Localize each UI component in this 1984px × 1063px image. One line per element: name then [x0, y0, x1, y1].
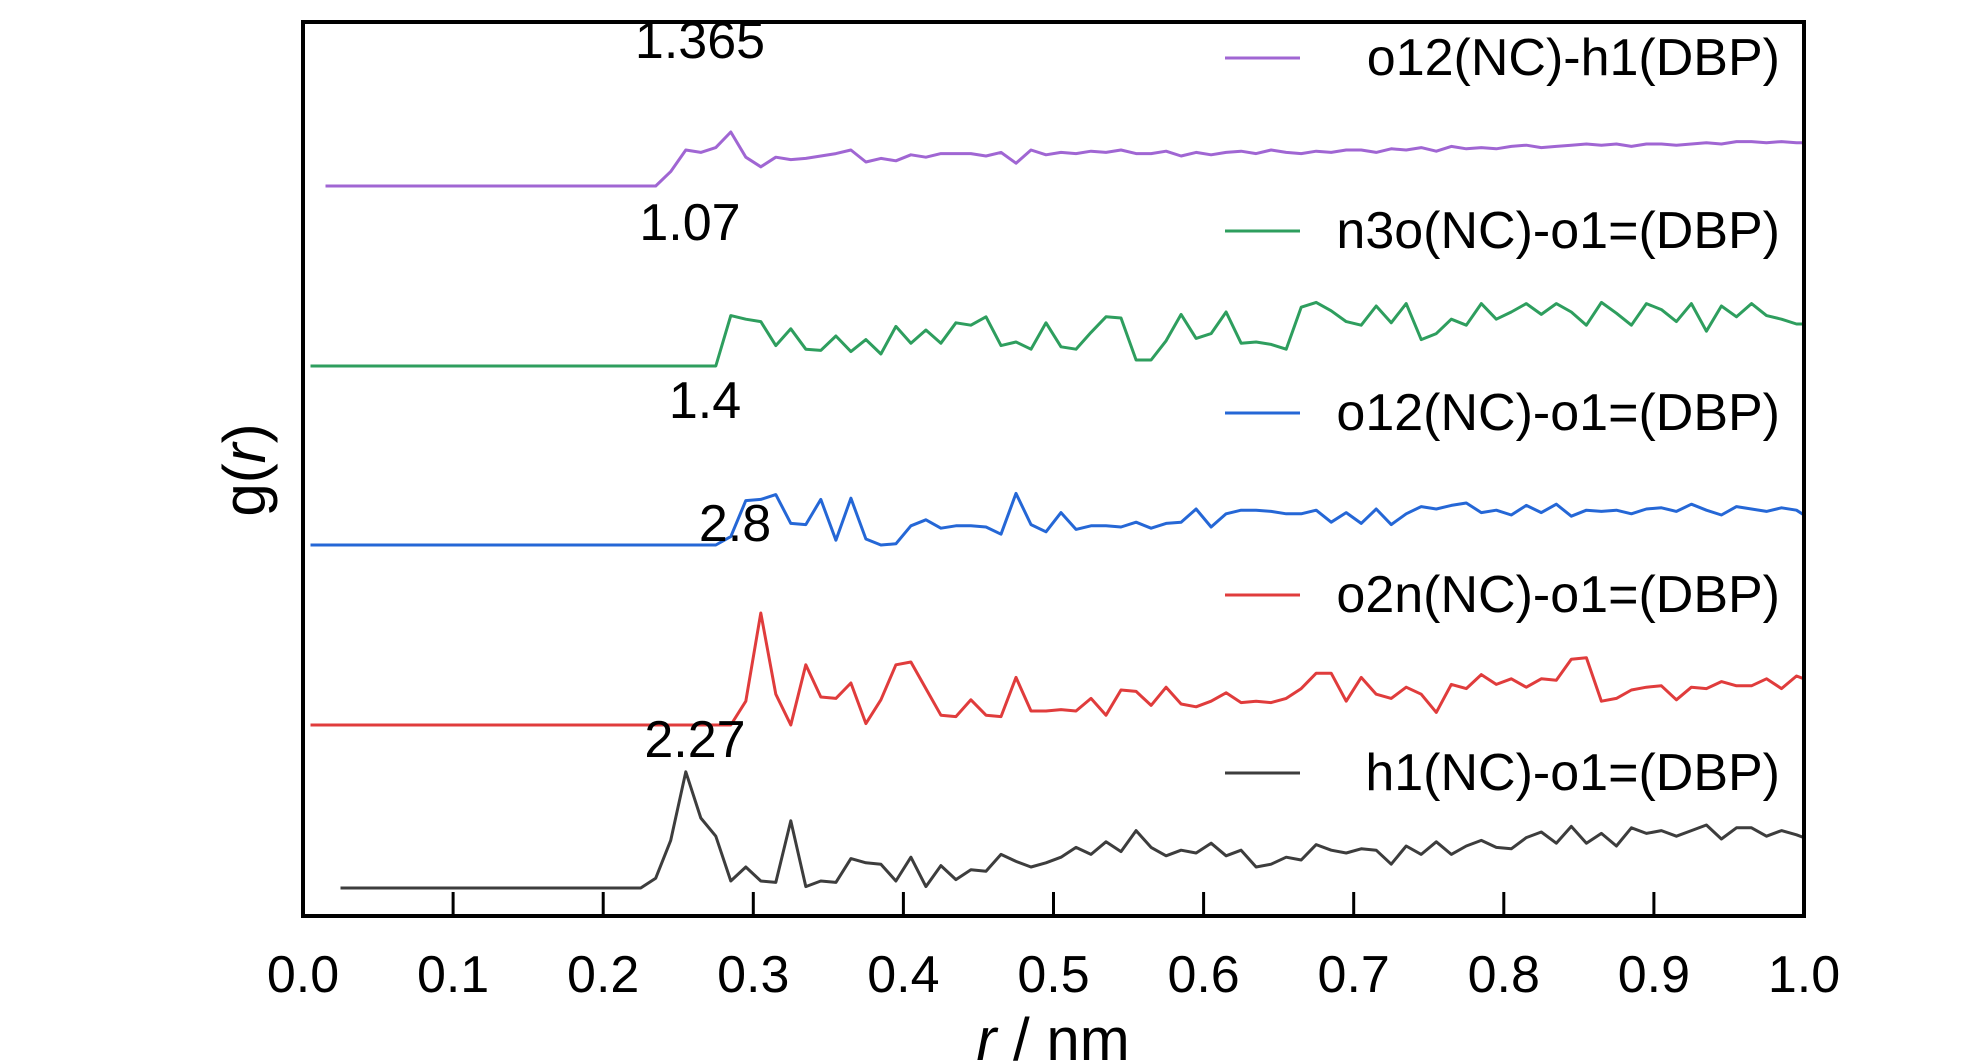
y-axis-title: g(r) [211, 423, 278, 516]
series-line-1 [325, 130, 1804, 188]
series-layer [310, 130, 1805, 890]
legend-label-4: o2n(NC)-o1=(DBP) [1336, 566, 1780, 624]
peak-label-4: 2.8 [699, 495, 771, 553]
series-line-3 [310, 491, 1805, 547]
peak-label-2: 1.07 [639, 194, 740, 252]
legend-label-1: o12(NC)-h1(DBP) [1367, 29, 1780, 87]
x-tick-label: 1.0 [1768, 946, 1840, 1004]
series-line-5 [340, 770, 1805, 890]
legend: o12(NC)-h1(DBP) n3o(NC)-o1=(DBP) o12(NC)-o… [1225, 29, 1780, 802]
x-tick-label: 0.3 [717, 946, 789, 1004]
legend-label-2: n3o(NC)-o1=(DBP) [1336, 202, 1780, 260]
x-axis-title: r / nm [976, 1006, 1129, 1063]
legend-label-5: h1(NC)-o1=(DBP) [1365, 744, 1780, 802]
series-line-2 [310, 300, 1804, 368]
x-tick-label: 0.7 [1318, 946, 1390, 1004]
x-tick-label: 0.4 [867, 946, 939, 1004]
x-axis: 0.0 0.1 0.2 0.3 0.4 0.5 0.6 0.7 0.8 0.9 1.0 [267, 892, 1840, 1004]
x-tick-label: 0.1 [417, 946, 489, 1004]
peak-label-1: 1.365 [635, 12, 765, 70]
x-tick-label: 0.2 [567, 946, 639, 1004]
x-tick-label: 0.6 [1167, 946, 1239, 1004]
peak-label-3: 1.4 [669, 372, 741, 430]
x-tick-label: 0.8 [1468, 946, 1540, 1004]
x-tick-label: 0.9 [1618, 946, 1690, 1004]
series-line-4 [310, 611, 1805, 727]
legend-label-3: o12(NC)-o1=(DBP) [1336, 384, 1780, 442]
x-tick-label: 0.5 [1017, 946, 1089, 1004]
peak-labels: 1.365 1.07 1.4 2.8 2.27 [635, 12, 771, 769]
x-tick-label: 0.0 [267, 946, 339, 1004]
peak-label-5: 2.27 [644, 711, 745, 769]
